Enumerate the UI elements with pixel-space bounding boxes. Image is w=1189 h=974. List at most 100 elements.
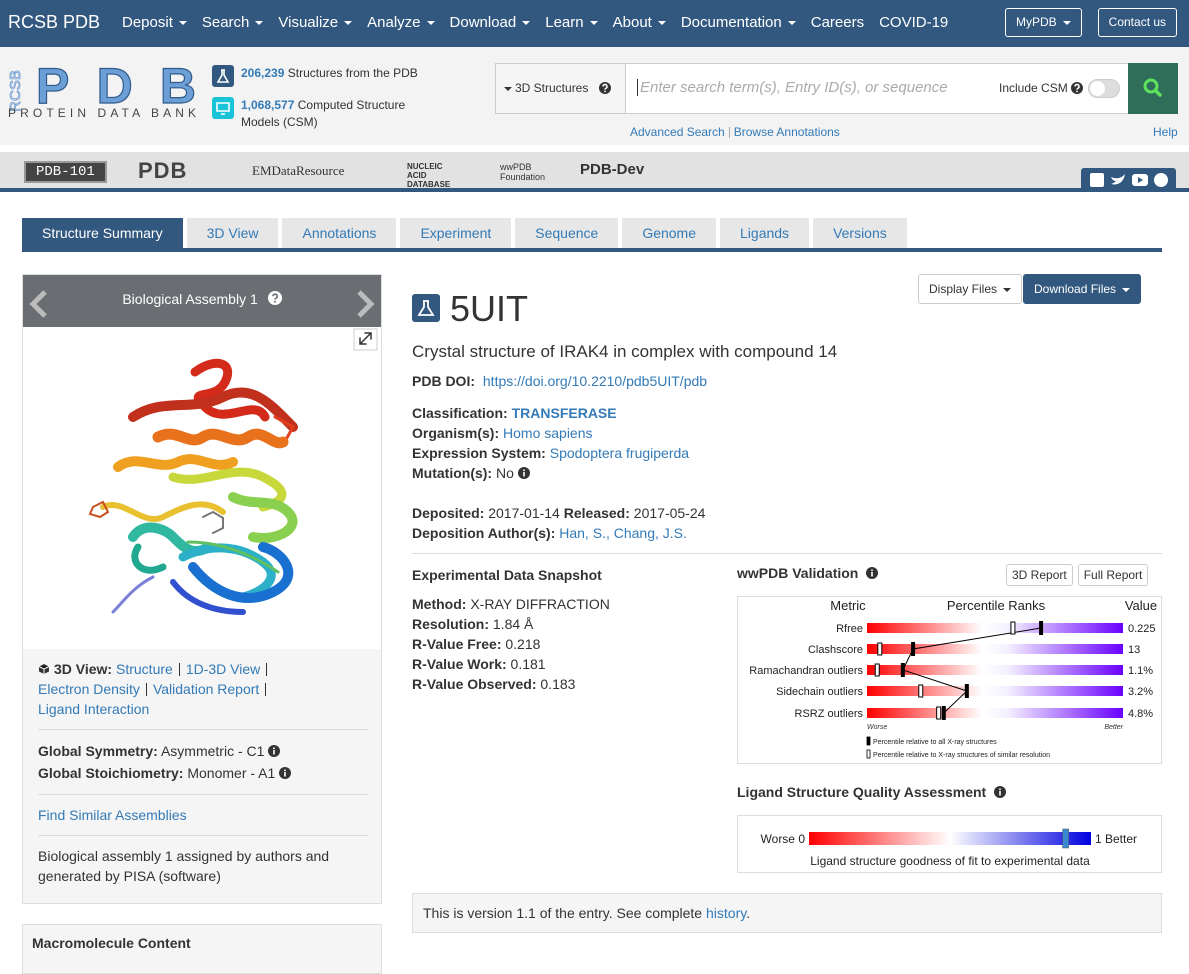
partner-logo[interactable]: PDB-101	[24, 161, 107, 183]
search-button[interactable]	[1128, 63, 1178, 114]
history-link[interactable]: history	[706, 905, 747, 921]
metric-name: Clashscore	[808, 644, 863, 656]
similar-link[interactable]: Find Similar Assemblies	[38, 807, 187, 823]
search-links: Advanced Search Browse Annotations	[630, 125, 840, 139]
nav-item[interactable]: Learn	[545, 14, 597, 31]
info-icon	[279, 767, 292, 779]
csm-toggle[interactable]	[1088, 79, 1120, 98]
stat-icon	[212, 97, 234, 119]
metric-name: RSRZ outliers	[795, 708, 864, 720]
partner-logo[interactable]: EMDataResource	[252, 163, 345, 178]
view-link[interactable]: 1D-3D View	[185, 661, 261, 677]
partner-logo[interactable]: NUCLEIC ACID DATABASE	[407, 162, 451, 189]
legend-swatch	[866, 749, 871, 759]
tab[interactable]: Sequence	[515, 218, 619, 248]
similar-marker	[877, 642, 883, 656]
view-link[interactable]: Validation Report	[152, 681, 260, 697]
separator	[178, 663, 180, 676]
field-value[interactable]: TRANSFERASE	[511, 405, 617, 421]
view-link[interactable]: Structure	[116, 661, 173, 677]
report-button[interactable]: Full Report	[1077, 564, 1149, 586]
tab[interactable]: Versions	[813, 218, 907, 248]
snapshot-field: Resolution: 1.84 Å	[412, 614, 610, 634]
dates-row: Deposited: 2017-01-14 Released: 2017-05-…	[412, 503, 705, 523]
author-link[interactable]: Chang, J.S.	[613, 525, 687, 541]
doi-link[interactable]: https://doi.org/10.2210/pdb5UIT/pdb	[482, 373, 708, 389]
nav-button[interactable]: MyPDB	[1005, 8, 1082, 37]
partner-logo[interactable]: PDB-Dev	[580, 161, 645, 178]
quality-marker	[1062, 828, 1069, 849]
brand[interactable]: RCSB PDB	[8, 12, 101, 32]
nav-item[interactable]: Deposit	[122, 14, 187, 31]
entry-field: Organism(s): Homo sapiens	[412, 423, 689, 443]
nav-item[interactable]: Visualize	[278, 14, 352, 31]
divider	[38, 835, 368, 836]
stat-count[interactable]: 206,239	[241, 66, 285, 80]
social-icons[interactable]	[1081, 168, 1176, 192]
cube-icon	[38, 664, 50, 674]
nav-item[interactable]: Analyze	[367, 14, 434, 31]
scope-label: 3D Structures	[515, 81, 589, 95]
tab[interactable]: Structure Summary	[22, 218, 183, 248]
pdb-logo[interactable]: RCSB PDB PROTEIN DATA BANK	[6, 61, 202, 123]
field-label: R-Value Free:	[412, 636, 502, 652]
nav-item[interactable]: Documentation	[681, 14, 796, 31]
nav-item[interactable]: Search	[202, 14, 264, 31]
view-link[interactable]: Ligand Interaction	[38, 701, 150, 717]
better-label: Better	[1104, 724, 1123, 731]
help-link[interactable]: Help	[1153, 125, 1178, 139]
tab[interactable]: 3D View	[186, 218, 279, 248]
metric-value: 0.225	[1128, 623, 1156, 635]
author-link[interactable]: Han, S.,	[559, 525, 610, 541]
search-scope[interactable]: 3D Structures	[496, 64, 626, 113]
stat-icon	[212, 65, 234, 87]
assembly-title: Biological Assembly 1	[122, 291, 258, 307]
file-button[interactable]: Download Files	[1023, 274, 1142, 304]
tab[interactable]: Ligands	[720, 218, 810, 248]
search-placeholder[interactable]: Enter search term(s), Entry ID(s), or se…	[637, 79, 948, 96]
field-value[interactable]: Homo sapiens	[503, 425, 593, 441]
nav-item[interactable]: Careers	[810, 14, 865, 31]
help-icon	[1071, 82, 1083, 94]
stat-text: Computed Structure Models (CSM)	[241, 98, 406, 129]
partner-logo[interactable]: wwPDB Foundation	[500, 162, 546, 182]
ligand-quality: Worse 0 1 Better Ligand structure goodness…	[737, 815, 1162, 873]
quality-bar	[809, 832, 1091, 845]
structure-image[interactable]	[23, 327, 381, 649]
stats: 206,239 Structures from the PDB 1,068,577…	[212, 65, 432, 146]
prev-arrow[interactable]	[27, 289, 51, 319]
search-link[interactable]: Browse Annotations	[733, 125, 840, 139]
stat-count[interactable]: 1,068,577	[241, 98, 295, 112]
tab[interactable]: Genome	[622, 218, 717, 248]
nav-button[interactable]: Contact us	[1097, 8, 1178, 37]
file-button[interactable]: Display Files	[918, 274, 1023, 304]
nav-item[interactable]: About	[613, 14, 666, 31]
report-button[interactable]: 3D Report	[1006, 564, 1073, 586]
tab[interactable]: Experiment	[400, 218, 512, 248]
doi: PDB DOI: https://doi.org/10.2210/pdb5UIT…	[412, 373, 707, 389]
field-value[interactable]: Spodoptera frugiperda	[549, 445, 690, 461]
date-value: 2017-05-24	[633, 505, 706, 521]
search-icon	[1143, 78, 1162, 97]
snapshot-field: R-Value Work: 0.181	[412, 654, 610, 674]
validation-slider[interactable]: Metric Percentile Ranks Value Rfree 0.225 Cla…	[737, 596, 1162, 764]
percentile-bar	[867, 623, 1123, 633]
nav-item[interactable]: COVID-19	[879, 14, 949, 31]
separator	[266, 663, 268, 676]
percentile-bar	[867, 708, 1123, 718]
stoichiometry-value: Monomer - A1	[187, 765, 276, 781]
info-icon	[517, 467, 530, 479]
snapshot: Experimental Data Snapshot Method: X-RAY …	[412, 565, 610, 694]
symmetry-row: Global Symmetry: Asymmetric - C1	[38, 740, 368, 762]
view-link[interactable]: Electron Density	[38, 681, 140, 697]
tab[interactable]: Annotations	[282, 218, 397, 248]
search-link[interactable]: Advanced Search	[630, 125, 725, 139]
entry-id: 5UIT	[450, 288, 529, 329]
next-arrow[interactable]	[353, 289, 377, 319]
version-end: .	[746, 905, 751, 921]
field-label: Mutation(s):	[412, 465, 493, 481]
partner-logo[interactable]: PDB	[138, 158, 188, 183]
field-label: Organism(s):	[412, 425, 500, 441]
nav-item[interactable]: Download	[450, 14, 531, 31]
